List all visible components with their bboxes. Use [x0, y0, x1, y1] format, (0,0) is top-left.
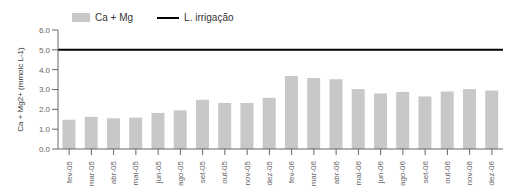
svg-text:set-05: set-05 [198, 160, 207, 183]
svg-text:1.0: 1.0 [39, 125, 51, 134]
svg-text:ago-05: ago-05 [176, 160, 185, 185]
svg-text:nov-05: nov-05 [243, 160, 252, 185]
svg-text:ago-06: ago-06 [398, 160, 407, 185]
svg-text:0.0: 0.0 [39, 145, 51, 154]
svg-text:3.0: 3.0 [39, 85, 51, 94]
svg-text:mar-06: mar-06 [309, 160, 318, 186]
svg-text:5.0: 5.0 [39, 46, 51, 55]
svg-text:mai-06: mai-06 [354, 160, 363, 185]
svg-text:Ca + Mg2+ (mmolc L-1): Ca + Mg2+ (mmolc L-1) [16, 47, 25, 132]
svg-text:dez-06: dez-06 [487, 160, 496, 185]
html-text:L. irrigação: L. irrigação [184, 12, 234, 23]
svg-text:fev-06: fev-06 [287, 160, 296, 183]
svg-text:4.0: 4.0 [39, 66, 51, 75]
svg-text:6.0: 6.0 [39, 26, 51, 35]
html-text:Ca + Mg: Ca + Mg [95, 12, 134, 23]
svg-text:abr-06: abr-06 [332, 160, 341, 184]
svg-text:jun-06: jun-06 [376, 160, 385, 184]
svg-text:abr-05: abr-05 [109, 160, 118, 184]
svg-text:jun-05: jun-05 [154, 160, 163, 184]
svg-text:2.0: 2.0 [39, 105, 51, 114]
svg-text:nov-06: nov-06 [465, 160, 474, 185]
svg-text:mar-05: mar-05 [87, 160, 96, 186]
svg-text:set-06: set-06 [421, 160, 430, 183]
svg-text:dez-05: dez-05 [265, 160, 274, 185]
svg-text:fev-05: fev-05 [65, 160, 74, 183]
svg-text:mai-05: mai-05 [131, 160, 140, 185]
svg-text:out-06: out-06 [443, 160, 452, 183]
svg-text:out-05: out-05 [220, 160, 229, 183]
